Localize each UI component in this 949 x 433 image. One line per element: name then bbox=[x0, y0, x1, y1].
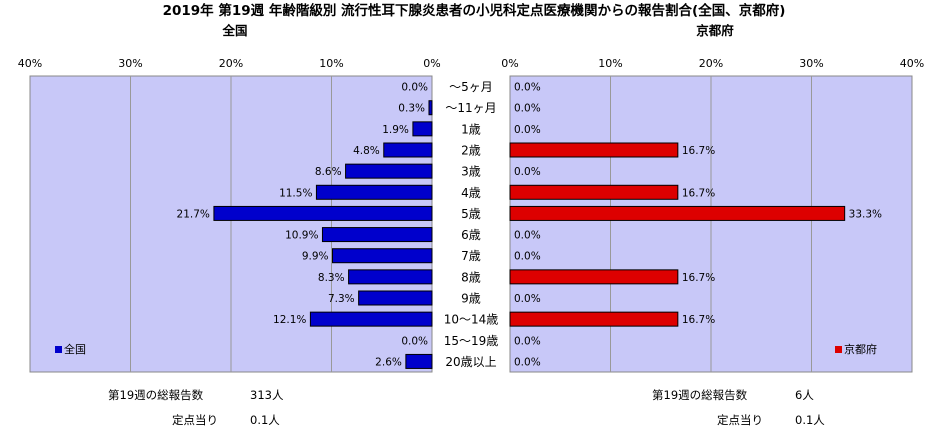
right-data-label: 0.0% bbox=[514, 335, 541, 347]
category-label: 6歳 bbox=[461, 228, 481, 242]
left-bar bbox=[348, 269, 433, 285]
category-label: 20歳以上 bbox=[445, 355, 496, 369]
left-data-label: 0.3% bbox=[398, 103, 425, 115]
right-data-label: 0.0% bbox=[514, 230, 541, 242]
left-data-label: 8.3% bbox=[318, 272, 345, 284]
left-data-label: 2.6% bbox=[375, 356, 402, 368]
right-tick-label: 40% bbox=[900, 57, 924, 70]
right-bar bbox=[509, 142, 679, 158]
right-tick-label: 0% bbox=[501, 57, 518, 70]
left-bar bbox=[332, 248, 433, 264]
left-data-label: 8.6% bbox=[315, 166, 342, 178]
left-bar bbox=[405, 353, 433, 369]
left-bar bbox=[358, 290, 433, 306]
left-legend-label: 全国 bbox=[64, 342, 86, 356]
right-tick-label: 30% bbox=[799, 57, 823, 70]
right-total-value: 6人 bbox=[795, 388, 814, 402]
left-bar bbox=[321, 227, 433, 243]
right-data-label: 0.0% bbox=[514, 103, 541, 115]
left-data-label: 7.3% bbox=[328, 293, 355, 305]
left-bar bbox=[412, 121, 433, 137]
left-bar bbox=[213, 205, 433, 221]
left-tick-label: 30% bbox=[118, 57, 142, 70]
right-data-label: 0.0% bbox=[514, 166, 541, 178]
category-label: 3歳 bbox=[461, 165, 481, 179]
category-label: 4歳 bbox=[461, 186, 481, 200]
category-label: 10～14歳 bbox=[444, 313, 499, 327]
left-panel-title: 全国 bbox=[221, 23, 247, 38]
right-panel-title: 京都府 bbox=[696, 23, 734, 38]
left-bar bbox=[315, 184, 433, 200]
left-data-label: 21.7% bbox=[177, 208, 210, 220]
right-data-label: 16.7% bbox=[682, 187, 715, 199]
left-total-value: 313人 bbox=[250, 388, 284, 402]
category-label: 9歳 bbox=[461, 292, 481, 306]
left-tick-label: 20% bbox=[219, 57, 243, 70]
left-data-label: 11.5% bbox=[279, 187, 312, 199]
left-data-label: 12.1% bbox=[273, 314, 306, 326]
category-label: ～11ヶ月 bbox=[445, 101, 496, 115]
right-per-label: 定点当り bbox=[717, 413, 763, 427]
left-tick-label: 0% bbox=[423, 57, 440, 70]
right-bar bbox=[509, 184, 679, 200]
left-bar bbox=[345, 163, 433, 179]
left-data-label: 1.9% bbox=[382, 124, 409, 136]
category-label: 7歳 bbox=[461, 249, 481, 263]
category-label: 15～19歳 bbox=[444, 334, 499, 348]
right-data-label: 33.3% bbox=[849, 208, 882, 220]
right-data-label: 0.0% bbox=[514, 251, 541, 263]
right-data-label: 16.7% bbox=[682, 314, 715, 326]
category-label: 1歳 bbox=[461, 122, 481, 136]
right-data-label: 0.0% bbox=[514, 124, 541, 136]
left-per-label: 定点当り bbox=[172, 413, 218, 427]
category-label: 8歳 bbox=[461, 270, 481, 284]
chart-title: 2019年 第19週 年齢階級別 流行性耳下腺炎患者の小児科定点医療機関からの報… bbox=[163, 2, 786, 19]
left-bar bbox=[428, 100, 433, 116]
left-tick-label: 40% bbox=[18, 57, 42, 70]
right-tick-label: 20% bbox=[699, 57, 723, 70]
category-label: 2歳 bbox=[461, 144, 481, 158]
left-tick-label: 10% bbox=[319, 57, 343, 70]
right-legend-label: 京都府 bbox=[844, 342, 877, 356]
left-data-label: 0.0% bbox=[401, 335, 428, 347]
left-bar bbox=[309, 311, 433, 327]
left-data-label: 4.8% bbox=[353, 145, 380, 157]
left-data-label: 0.0% bbox=[401, 82, 428, 94]
left-total-label: 第19週の総報告数 bbox=[108, 388, 204, 402]
right-bar bbox=[509, 269, 679, 285]
left-legend-swatch bbox=[55, 346, 62, 353]
category-label: 5歳 bbox=[461, 207, 481, 221]
left-bar bbox=[383, 142, 433, 158]
right-total-label: 第19週の総報告数 bbox=[652, 388, 748, 402]
right-data-label: 16.7% bbox=[682, 272, 715, 284]
left-per-value: 0.1人 bbox=[250, 413, 280, 427]
right-data-label: 16.7% bbox=[682, 145, 715, 157]
right-data-label: 0.0% bbox=[514, 356, 541, 368]
left-data-label: 9.9% bbox=[302, 251, 329, 263]
right-tick-label: 10% bbox=[598, 57, 622, 70]
category-label: ～5ヶ月 bbox=[449, 80, 493, 94]
right-bar bbox=[509, 311, 679, 327]
right-data-label: 0.0% bbox=[514, 82, 541, 94]
right-legend-swatch bbox=[835, 346, 842, 353]
left-data-label: 10.9% bbox=[285, 230, 318, 242]
right-bar bbox=[509, 205, 846, 221]
right-data-label: 0.0% bbox=[514, 293, 541, 305]
right-per-value: 0.1人 bbox=[795, 413, 825, 427]
